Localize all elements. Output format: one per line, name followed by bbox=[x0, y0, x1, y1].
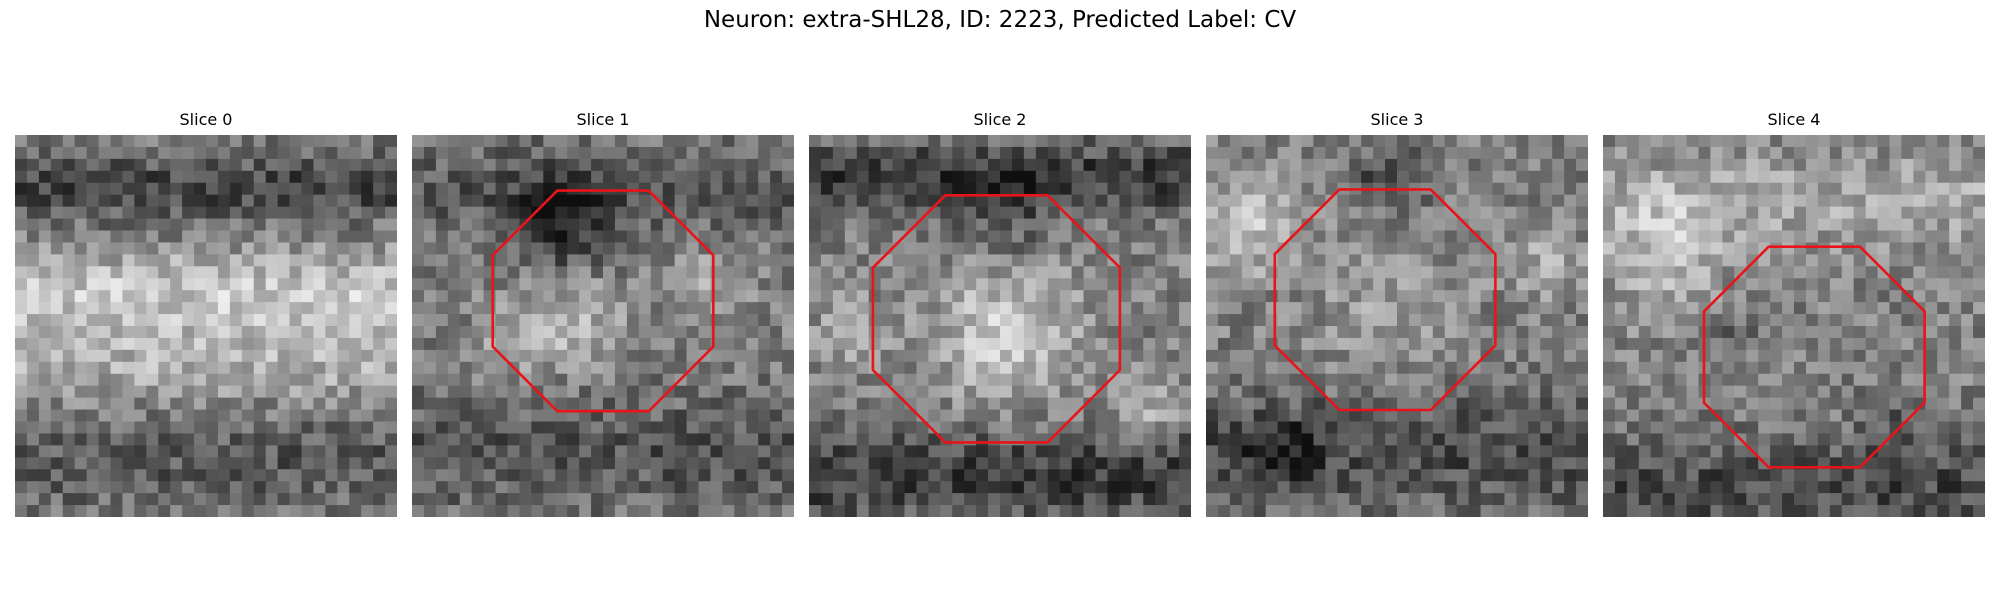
slice-image bbox=[809, 135, 1191, 517]
slice-image bbox=[412, 135, 794, 517]
slice-title: Slice 4 bbox=[1767, 110, 1821, 129]
slice-title: Slice 3 bbox=[1370, 110, 1424, 129]
slice-panel-2: Slice 2 bbox=[809, 110, 1191, 520]
segmentation-contour bbox=[871, 193, 1122, 444]
figure-title: Neuron: extra-SHL28, ID: 2223, Predicted… bbox=[703, 7, 1297, 33]
segmentation-contour bbox=[491, 189, 715, 413]
slice-image bbox=[1206, 135, 1588, 517]
slice-panel-4: Slice 4 bbox=[1603, 110, 1985, 520]
slice-panel-3: Slice 3 bbox=[1206, 110, 1588, 520]
slice-title: Slice 0 bbox=[179, 110, 233, 129]
slice-title: Slice 2 bbox=[973, 110, 1027, 129]
slice-image bbox=[1603, 135, 1985, 517]
slice-panel-1: Slice 1 bbox=[412, 110, 794, 520]
slice-image bbox=[15, 135, 397, 517]
segmentation-contour bbox=[1273, 188, 1497, 412]
segmentation-contour bbox=[1702, 245, 1926, 469]
slice-title: Slice 1 bbox=[576, 110, 630, 129]
slice-panel-0: Slice 0 bbox=[15, 110, 397, 520]
